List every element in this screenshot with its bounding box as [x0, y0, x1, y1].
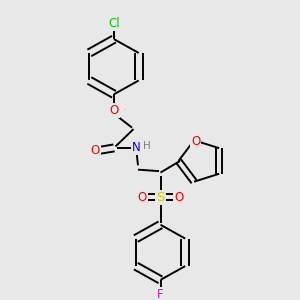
Text: O: O — [174, 191, 183, 204]
Text: H: H — [143, 141, 151, 151]
Text: N: N — [132, 141, 141, 154]
Text: O: O — [91, 144, 100, 157]
Text: O: O — [138, 191, 147, 204]
Text: S: S — [156, 191, 165, 204]
Text: O: O — [110, 104, 118, 117]
Text: O: O — [191, 135, 200, 148]
Text: Cl: Cl — [108, 17, 120, 30]
Text: F: F — [157, 288, 164, 300]
